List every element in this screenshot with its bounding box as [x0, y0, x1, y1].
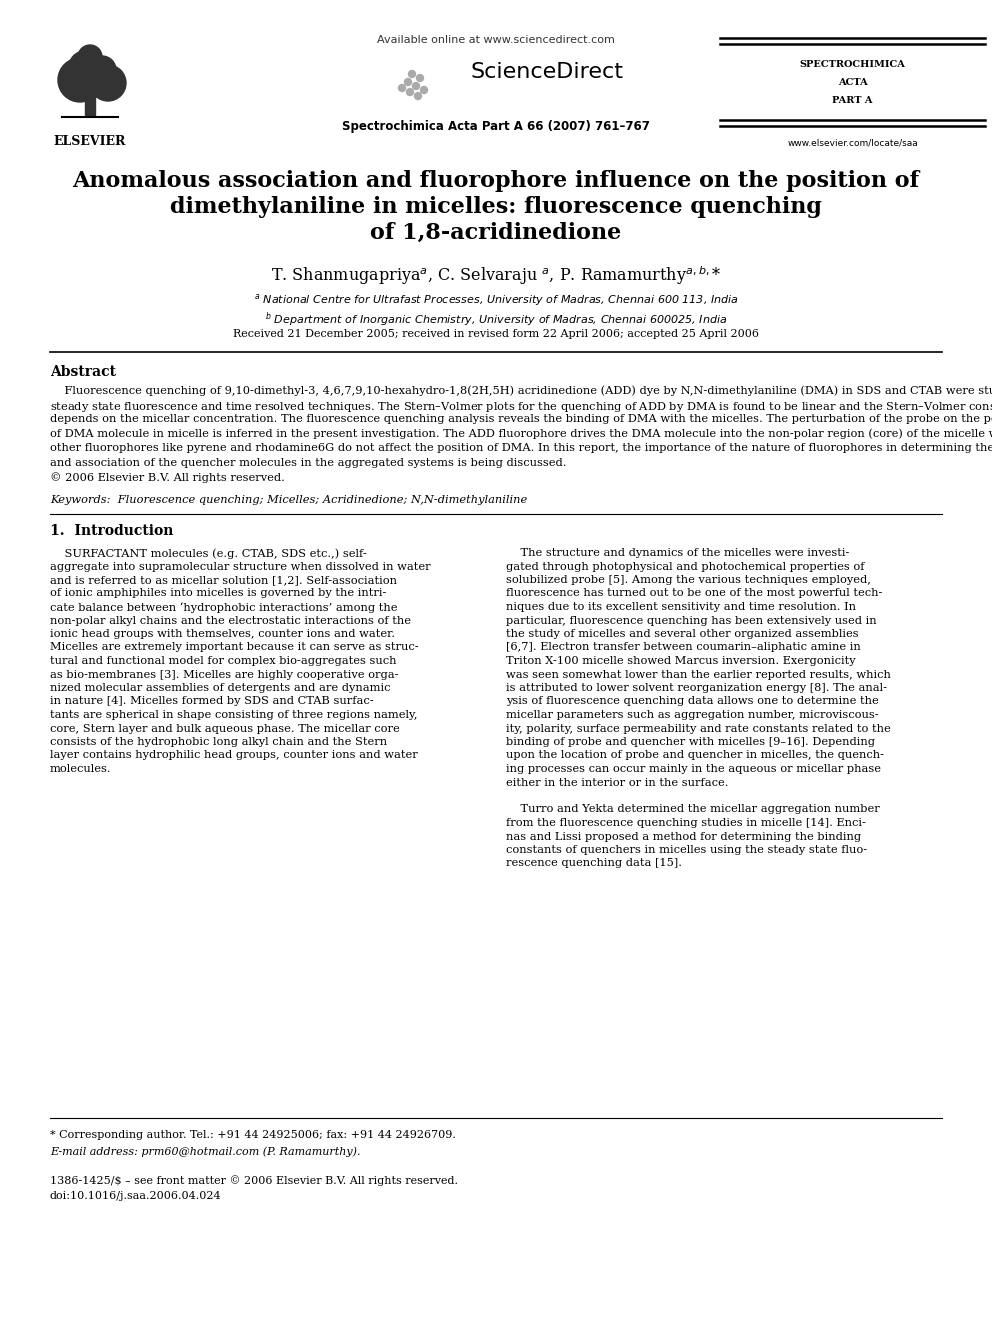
- Text: niques due to its excellent sensitivity and time resolution. In: niques due to its excellent sensitivity …: [506, 602, 856, 613]
- Circle shape: [88, 56, 116, 83]
- Circle shape: [415, 93, 422, 99]
- Text: nas and Lissi proposed a method for determining the binding: nas and Lissi proposed a method for dete…: [506, 831, 861, 841]
- Text: depends on the micellar concentration. The fluorescence quenching analysis revea: depends on the micellar concentration. T…: [50, 414, 992, 423]
- Text: micellar parameters such as aggregation number, microviscous-: micellar parameters such as aggregation …: [506, 710, 879, 720]
- Text: other fluorophores like pyrene and rhodamine6G do not affect the position of DMA: other fluorophores like pyrene and rhoda…: [50, 443, 992, 452]
- Text: core, Stern layer and bulk aqueous phase. The micellar core: core, Stern layer and bulk aqueous phase…: [50, 724, 400, 733]
- Text: as bio-membranes [3]. Micelles are highly cooperative orga-: as bio-membranes [3]. Micelles are highl…: [50, 669, 399, 680]
- Text: $^{a}$ National Centre for Ultrafast Processes, University of Madras, Chennai 60: $^{a}$ National Centre for Ultrafast Pro…: [254, 292, 738, 308]
- Bar: [85, 97, 95, 115]
- Circle shape: [409, 70, 416, 78]
- Text: molecules.: molecules.: [50, 763, 112, 774]
- Text: of ionic amphiphiles into micelles is governed by the intri-: of ionic amphiphiles into micelles is go…: [50, 589, 386, 598]
- Text: ing processes can occur mainly in the aqueous or micellar phase: ing processes can occur mainly in the aq…: [506, 763, 881, 774]
- Text: Spectrochimica Acta Part A 66 (2007) 761–767: Spectrochimica Acta Part A 66 (2007) 761…: [342, 120, 650, 134]
- Text: gated through photophysical and photochemical properties of: gated through photophysical and photoche…: [506, 561, 864, 572]
- Text: ScienceDirect: ScienceDirect: [470, 62, 623, 82]
- Text: aggregate into supramolecular structure when dissolved in water: aggregate into supramolecular structure …: [50, 561, 431, 572]
- Text: of DMA molecule in micelle is inferred in the present investigation. The ADD flu: of DMA molecule in micelle is inferred i…: [50, 429, 992, 439]
- Text: SPECTROCHIMICA: SPECTROCHIMICA: [800, 60, 906, 69]
- Circle shape: [90, 65, 126, 101]
- Text: rescence quenching data [15].: rescence quenching data [15].: [506, 859, 682, 868]
- Text: [6,7]. Electron transfer between coumarin–aliphatic amine in: [6,7]. Electron transfer between coumari…: [506, 643, 861, 652]
- Text: Keywords:  Fluorescence quenching; Micelles; Acridinedione; N,N-dimethylaniline: Keywords: Fluorescence quenching; Micell…: [50, 495, 528, 505]
- Circle shape: [58, 58, 102, 102]
- Circle shape: [399, 85, 406, 91]
- Text: fluorescence has turned out to be one of the most powerful tech-: fluorescence has turned out to be one of…: [506, 589, 882, 598]
- Text: Triton X-100 micelle showed Marcus inversion. Exergonicity: Triton X-100 micelle showed Marcus inver…: [506, 656, 856, 665]
- Text: $^{b}$ Department of Inorganic Chemistry, University of Madras, Chennai 600025, : $^{b}$ Department of Inorganic Chemistry…: [265, 310, 727, 328]
- Circle shape: [421, 86, 428, 94]
- Circle shape: [78, 45, 102, 69]
- Text: in nature [4]. Micelles formed by SDS and CTAB surfac-: in nature [4]. Micelles formed by SDS an…: [50, 696, 374, 706]
- Text: ionic head groups with themselves, counter ions and water.: ionic head groups with themselves, count…: [50, 628, 395, 639]
- Text: particular, fluorescence quenching has been extensively used in: particular, fluorescence quenching has b…: [506, 615, 877, 626]
- Text: was seen somewhat lower than the earlier reported results, which: was seen somewhat lower than the earlier…: [506, 669, 891, 680]
- Text: Anomalous association and fluorophore influence on the position of: Anomalous association and fluorophore in…: [72, 169, 920, 192]
- Text: * Corresponding author. Tel.: +91 44 24925006; fax: +91 44 24926709.: * Corresponding author. Tel.: +91 44 249…: [50, 1130, 456, 1140]
- Text: binding of probe and quencher with micelles [9–16]. Depending: binding of probe and quencher with micel…: [506, 737, 875, 747]
- Circle shape: [69, 52, 101, 83]
- Text: Fluorescence quenching of 9,10-dimethyl-3, 4,6,7,9,10-hexahydro-1,8(2H,5H) acrid: Fluorescence quenching of 9,10-dimethyl-…: [50, 385, 992, 396]
- Circle shape: [417, 74, 424, 82]
- Text: and association of the quencher molecules in the aggregated systems is being dis: and association of the quencher molecule…: [50, 458, 566, 467]
- Text: ACTA: ACTA: [837, 78, 867, 87]
- Text: ysis of fluorescence quenching data allows one to determine the: ysis of fluorescence quenching data allo…: [506, 696, 879, 706]
- Text: ity, polarity, surface permeability and rate constants related to the: ity, polarity, surface permeability and …: [506, 724, 891, 733]
- Text: layer contains hydrophilic head groups, counter ions and water: layer contains hydrophilic head groups, …: [50, 750, 418, 761]
- Text: is attributed to lower solvent reorganization energy [8]. The anal-: is attributed to lower solvent reorganiz…: [506, 683, 887, 693]
- Text: solubilized probe [5]. Among the various techniques employed,: solubilized probe [5]. Among the various…: [506, 576, 871, 585]
- Circle shape: [407, 89, 414, 95]
- Text: Abstract: Abstract: [50, 365, 116, 378]
- Circle shape: [405, 78, 412, 86]
- Text: T. Shanmugapriya$^{a}$, C. Selvaraju $^{a}$, P. Ramamurthy$^{a,b,}$*: T. Shanmugapriya$^{a}$, C. Selvaraju $^{…: [271, 265, 721, 287]
- Text: steady state fluorescence and time resolved techniques. The Stern–Volmer plots f: steady state fluorescence and time resol…: [50, 400, 992, 414]
- Text: cate balance between ‘hydrophobic interactions’ among the: cate balance between ‘hydrophobic intera…: [50, 602, 398, 613]
- Text: SURFACTANT molecules (e.g. CTAB, SDS etc.,) self-: SURFACTANT molecules (e.g. CTAB, SDS etc…: [50, 548, 367, 558]
- Text: dimethylaniline in micelles: fluorescence quenching: dimethylaniline in micelles: fluorescenc…: [170, 196, 822, 218]
- Text: constants of quenchers in micelles using the steady state fluo-: constants of quenchers in micelles using…: [506, 845, 867, 855]
- Text: © 2006 Elsevier B.V. All rights reserved.: © 2006 Elsevier B.V. All rights reserved…: [50, 472, 285, 483]
- Text: Turro and Yekta determined the micellar aggregation number: Turro and Yekta determined the micellar …: [506, 804, 880, 815]
- Text: www.elsevier.com/locate/saa: www.elsevier.com/locate/saa: [787, 138, 918, 147]
- Text: upon the location of probe and quencher in micelles, the quench-: upon the location of probe and quencher …: [506, 750, 884, 761]
- Text: PART A: PART A: [832, 97, 873, 105]
- Circle shape: [413, 82, 420, 90]
- Text: tural and functional model for complex bio-aggregates such: tural and functional model for complex b…: [50, 656, 397, 665]
- Text: Received 21 December 2005; received in revised form 22 April 2006; accepted 25 A: Received 21 December 2005; received in r…: [233, 329, 759, 339]
- Text: non-polar alkyl chains and the electrostatic interactions of the: non-polar alkyl chains and the electrost…: [50, 615, 411, 626]
- Text: nized molecular assemblies of detergents and are dynamic: nized molecular assemblies of detergents…: [50, 683, 391, 693]
- Text: either in the interior or in the surface.: either in the interior or in the surface…: [506, 778, 728, 787]
- Text: of 1,8-acridinedione: of 1,8-acridinedione: [370, 222, 622, 243]
- Text: Micelles are extremely important because it can serve as struc-: Micelles are extremely important because…: [50, 643, 419, 652]
- Text: and is referred to as micellar solution [1,2]. Self-association: and is referred to as micellar solution …: [50, 576, 397, 585]
- Text: doi:10.1016/j.saa.2006.04.024: doi:10.1016/j.saa.2006.04.024: [50, 1191, 221, 1201]
- Text: Available online at www.sciencedirect.com: Available online at www.sciencedirect.co…: [377, 34, 615, 45]
- Text: tants are spherical in shape consisting of three regions namely,: tants are spherical in shape consisting …: [50, 710, 418, 720]
- Text: E-mail address: prm60@hotmail.com (P. Ramamurthy).: E-mail address: prm60@hotmail.com (P. Ra…: [50, 1146, 360, 1156]
- Text: the study of micelles and several other organized assemblies: the study of micelles and several other …: [506, 628, 859, 639]
- Text: The structure and dynamics of the micelles were investi-: The structure and dynamics of the micell…: [506, 548, 849, 558]
- Text: consists of the hydrophobic long alkyl chain and the Stern: consists of the hydrophobic long alkyl c…: [50, 737, 387, 747]
- Text: from the fluorescence quenching studies in micelle [14]. Enci-: from the fluorescence quenching studies …: [506, 818, 866, 828]
- Text: 1386-1425/$ – see front matter © 2006 Elsevier B.V. All rights reserved.: 1386-1425/$ – see front matter © 2006 El…: [50, 1175, 458, 1185]
- Text: ELSEVIER: ELSEVIER: [54, 135, 126, 148]
- Circle shape: [75, 57, 115, 97]
- Text: 1.  Introduction: 1. Introduction: [50, 524, 174, 538]
